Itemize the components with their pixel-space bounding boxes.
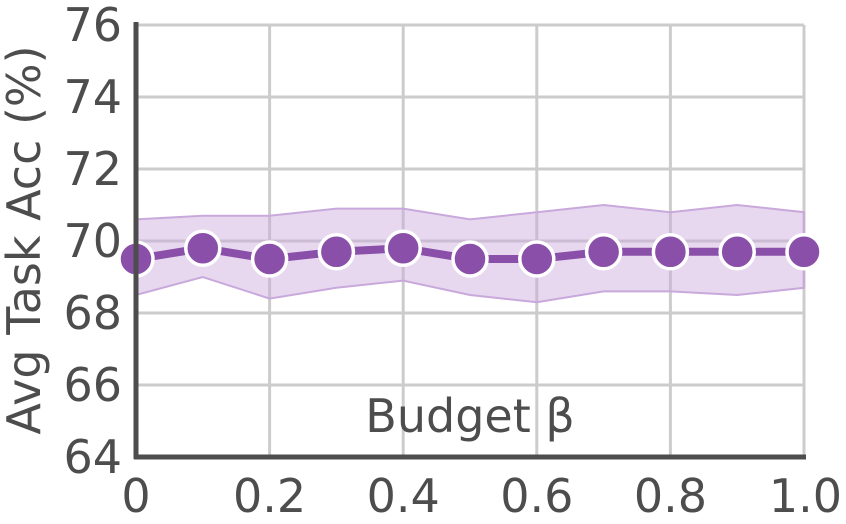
y-tick-label-0: 64	[63, 430, 122, 484]
data-point-4	[384, 229, 422, 267]
x-tick-label-4: 0.8	[634, 469, 707, 523]
y-tick-label-4: 72	[63, 142, 122, 196]
data-point-8	[651, 233, 690, 271]
data-point-10	[785, 233, 823, 271]
data-points-layer	[117, 229, 823, 278]
data-point-2	[250, 240, 289, 278]
data-point-3	[317, 233, 356, 271]
x-tick-label-2: 0.4	[367, 469, 440, 523]
data-point-9	[718, 233, 756, 271]
x-tick-label-0: 0	[121, 469, 150, 523]
x-tick-labels: 0 0.2 0.4 0.6 0.8 1.0	[121, 469, 842, 523]
data-point-6	[518, 240, 556, 278]
data-point-5	[451, 240, 489, 278]
y-tick-label-3: 70	[63, 214, 122, 268]
x-tick-label-3: 0.6	[500, 469, 573, 523]
y-axis-label: Avg Task Acc (%)	[0, 45, 51, 434]
y-tick-labels: 64 66 68 70 72 74 76	[63, 0, 122, 484]
x-tick-label-1: 0.2	[233, 469, 306, 523]
data-point-1	[184, 229, 222, 267]
y-tick-label-2: 68	[63, 286, 122, 340]
x-tick-label-5: 1.0	[769, 469, 842, 523]
x-axis-label: Budget β	[365, 389, 574, 443]
y-tick-label-6: 76	[63, 0, 122, 52]
data-point-7	[584, 233, 623, 271]
y-tick-label-1: 66	[63, 358, 122, 412]
y-tick-label-5: 74	[63, 70, 122, 124]
axes	[133, 22, 806, 460]
